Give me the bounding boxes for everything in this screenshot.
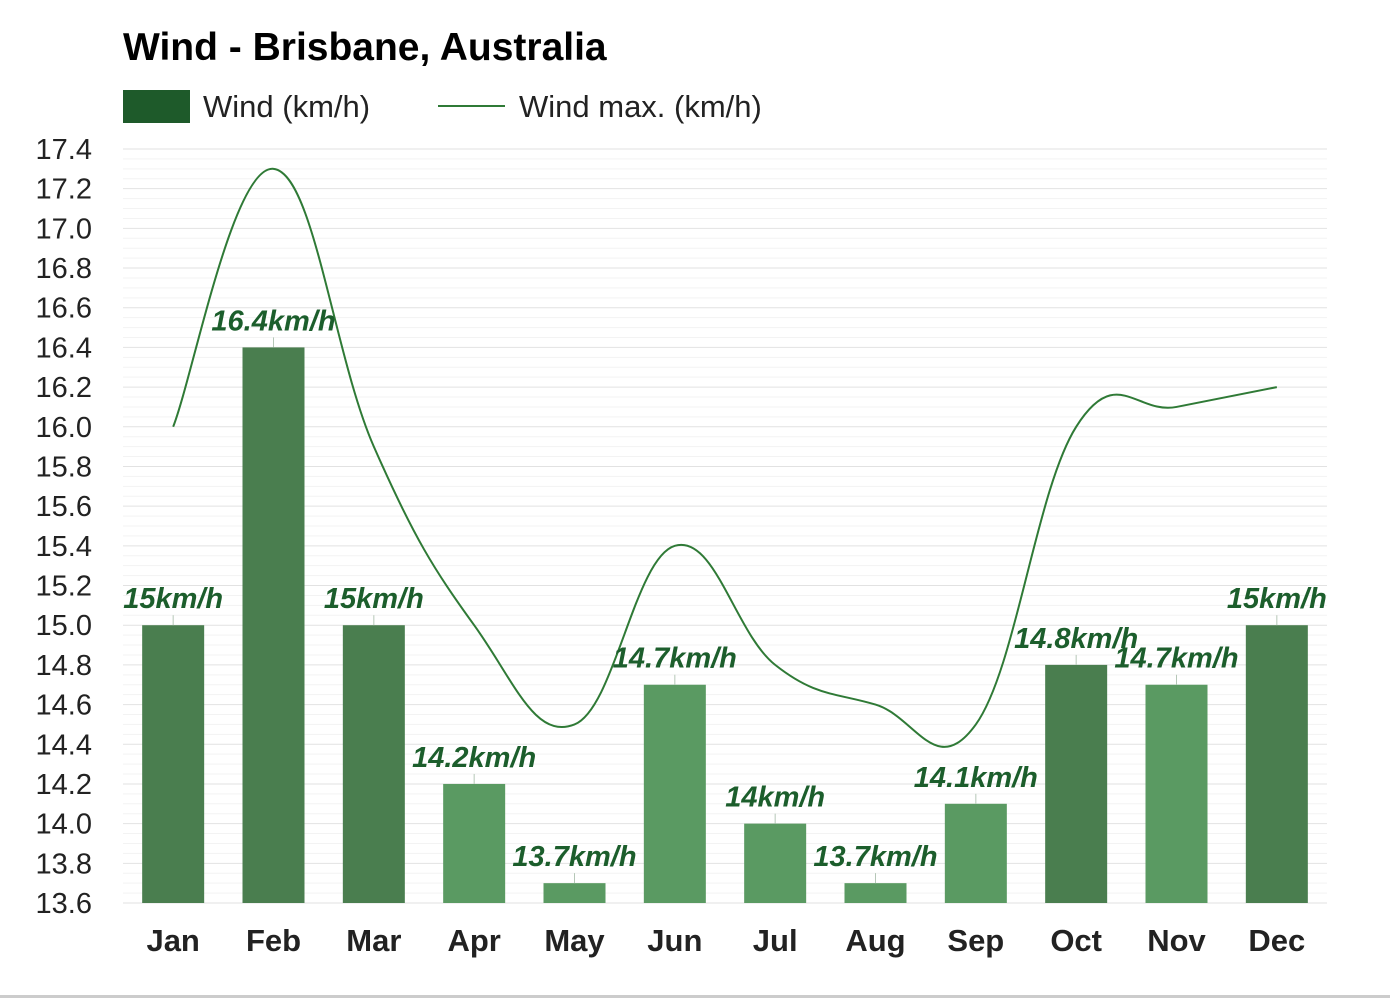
y-tick-label: 16.2 <box>36 372 92 404</box>
y-tick-label: 16.6 <box>36 293 92 325</box>
bar-aug <box>844 883 907 903</box>
y-tick-label: 14.8 <box>36 650 92 682</box>
y-axis: 13.6 13.8 14.0 14.2 14.4 14.6 14.8 15.0 15.2 15.4… <box>36 134 92 920</box>
y-tick-label: 15.8 <box>36 451 92 483</box>
data-label-aug: 13.7km/h <box>813 841 937 873</box>
y-tick-label: 15.4 <box>36 531 92 563</box>
y-tick-label: 16.0 <box>36 412 92 444</box>
bar-feb <box>242 347 305 904</box>
x-tick-dec: Dec <box>1248 923 1305 958</box>
x-tick-apr: Apr <box>447 923 500 958</box>
y-tick-label: 17.0 <box>36 213 92 245</box>
legend-swatch-wind <box>123 90 190 123</box>
data-label-apr: 14.2km/h <box>412 742 536 774</box>
data-label-mar: 15km/h <box>324 583 424 615</box>
wind-max-line-group <box>172 167 1278 748</box>
x-tick-may: May <box>544 923 605 958</box>
bar-jun <box>643 684 706 903</box>
y-tick-label: 13.6 <box>36 888 92 920</box>
legend-label-wind-max: Wind max. (km/h) <box>519 89 762 124</box>
data-label-oct: 14.8km/h <box>1014 623 1138 655</box>
data-label-jun: 14.7km/h <box>613 643 737 675</box>
gridlines <box>123 148 1327 904</box>
y-tick-label: 15.0 <box>36 610 92 642</box>
x-tick-nov: Nov <box>1147 923 1206 958</box>
data-label-jan: 15km/h <box>123 583 223 615</box>
bar-may <box>543 883 606 903</box>
y-tick-label: 14.2 <box>36 769 92 801</box>
data-label-jul: 14km/h <box>725 782 825 814</box>
y-tick-label: 14.0 <box>36 809 92 841</box>
x-tick-jan: Jan <box>146 923 199 958</box>
x-tick-aug: Aug <box>845 923 905 958</box>
bars <box>142 347 1308 904</box>
y-tick-label: 17.2 <box>36 174 92 206</box>
y-tick-label: 13.8 <box>36 848 92 880</box>
data-label-may: 13.7km/h <box>512 841 636 873</box>
y-tick-label: 15.2 <box>36 571 92 603</box>
y-tick-label: 16.4 <box>36 332 92 364</box>
bar-nov <box>1145 684 1208 903</box>
data-label-sep: 14.1km/h <box>914 762 1038 794</box>
wind-max-line <box>172 167 1278 748</box>
x-tick-feb: Feb <box>246 923 301 958</box>
bottom-rule <box>0 995 1390 998</box>
y-tick-label: 16.8 <box>36 253 92 285</box>
bar-sep <box>944 803 1007 903</box>
data-label-nov: 14.7km/h <box>1114 643 1238 675</box>
x-tick-jul: Jul <box>753 923 798 958</box>
y-tick-label: 14.6 <box>36 690 92 722</box>
bar-jul <box>744 823 807 903</box>
bar-mar <box>342 625 405 903</box>
bar-dec <box>1245 625 1308 903</box>
legend-label-wind: Wind (km/h) <box>203 89 370 124</box>
bar-oct <box>1045 664 1108 903</box>
x-axis: Jan Feb Mar Apr May Jun Jul Aug Sep Oct Nov Dec <box>146 923 1305 958</box>
y-tick-label: 15.6 <box>36 491 92 523</box>
y-tick-label: 17.4 <box>36 134 92 166</box>
data-label-dec: 15km/h <box>1227 583 1327 615</box>
x-tick-sep: Sep <box>947 923 1004 958</box>
bar-jan <box>142 625 205 903</box>
y-tick-label: 14.4 <box>36 729 92 761</box>
legend: Wind (km/h) Wind max. (km/h) <box>123 89 762 124</box>
data-label-feb: 16.4km/h <box>211 305 335 337</box>
bar-apr <box>443 783 506 903</box>
x-tick-oct: Oct <box>1050 923 1102 958</box>
chart-title: Wind - Brisbane, Australia <box>123 26 607 69</box>
data-labels: 15km/h 16.4km/h 15km/h 14.2km/h 13.7km/h 14.7… <box>123 305 1327 884</box>
x-tick-mar: Mar <box>346 923 401 958</box>
x-tick-jun: Jun <box>647 923 702 958</box>
